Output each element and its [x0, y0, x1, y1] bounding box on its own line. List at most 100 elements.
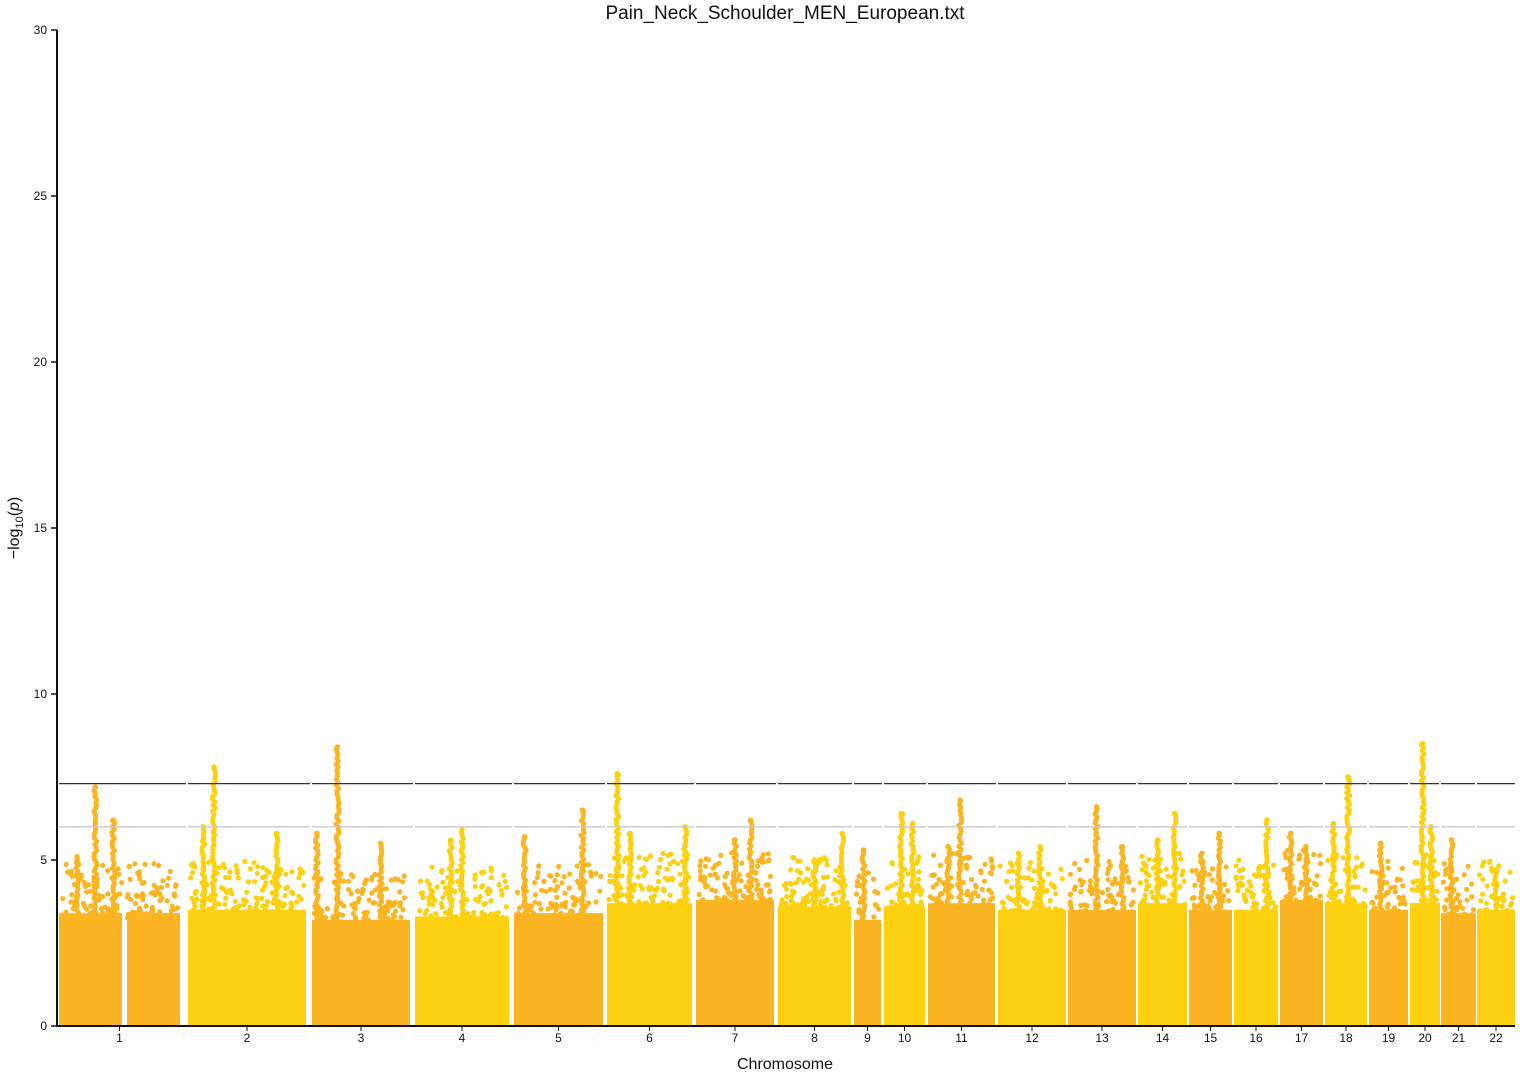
snp-point [783, 902, 789, 908]
snp-point [341, 878, 347, 884]
snp-point [1344, 905, 1350, 911]
snp-point [532, 914, 538, 920]
snp-point [348, 891, 354, 897]
snp-point [499, 892, 505, 898]
snp-point [1308, 903, 1314, 909]
snp-point [574, 863, 580, 869]
snp-point [547, 873, 553, 879]
snp-point [360, 887, 366, 893]
snp-point [559, 880, 565, 886]
snp-point [263, 880, 269, 886]
snp-point [1112, 876, 1118, 882]
x-tick-label: 4 [459, 1031, 466, 1045]
x-tick-label: 11 [955, 1031, 968, 1045]
snp-point [492, 914, 498, 920]
snp-point [766, 858, 772, 864]
snp-point [395, 877, 401, 883]
snp-point [966, 907, 973, 913]
snp-point [585, 900, 592, 906]
snp-point [698, 858, 704, 864]
snp-point [556, 863, 562, 870]
snp-point [369, 877, 375, 883]
snp-point [1181, 902, 1187, 908]
snp-point [1078, 902, 1084, 909]
snp-point [440, 895, 446, 901]
snp-point [571, 902, 578, 908]
snp-point [346, 886, 352, 893]
snp-point [84, 889, 90, 895]
snp-point [884, 885, 891, 891]
snp-point [88, 888, 94, 894]
snp-point [1137, 880, 1143, 886]
snp-point [1370, 912, 1376, 918]
snp-point [400, 879, 406, 885]
snp-point [754, 886, 760, 892]
chromosome-16-points [1233, 817, 1279, 1026]
chromosome-21-mass [1441, 913, 1476, 1026]
snp-point [265, 899, 271, 905]
snp-point [758, 887, 764, 893]
snp-point [1116, 910, 1122, 916]
snp-point [116, 871, 122, 877]
snp-point [1457, 914, 1463, 920]
snp-point [296, 875, 302, 881]
snp-point [654, 885, 661, 892]
snp-point [619, 901, 626, 907]
snp-point [1144, 883, 1150, 889]
snp-point [172, 893, 178, 899]
snp-point [1059, 876, 1065, 882]
snp-point [1452, 917, 1458, 923]
snp-point [81, 879, 87, 885]
snp-point [260, 864, 266, 871]
snp-point [1191, 895, 1197, 901]
snp-point [1079, 882, 1085, 888]
snp-point [1369, 899, 1375, 906]
snp-point [552, 878, 558, 884]
snp-point [262, 904, 268, 910]
snp-point [467, 920, 473, 926]
snp-point [714, 875, 721, 881]
snp-point [1209, 877, 1215, 883]
peak-snp-point [1119, 843, 1126, 850]
snp-point [1007, 908, 1014, 914]
snp-point [778, 901, 785, 908]
chromosome-14-points [1137, 810, 1188, 1026]
chromosome-1-points [58, 784, 181, 1026]
snp-point [893, 902, 899, 908]
snp-point [597, 888, 603, 894]
snp-point [767, 873, 774, 879]
snp-point [454, 868, 460, 874]
snp-point [1297, 852, 1303, 858]
snp-point [735, 902, 741, 908]
snp-point [297, 866, 303, 872]
snp-point [828, 902, 834, 909]
snp-point [223, 889, 230, 896]
snp-point [1051, 884, 1058, 891]
chromosome-8-points [778, 830, 852, 1026]
y-tick-label: 25 [34, 189, 48, 203]
snp-point [1075, 913, 1081, 919]
snp-point [1283, 894, 1289, 900]
snp-point [674, 902, 680, 908]
snp-point [255, 864, 261, 870]
snp-point [661, 888, 667, 894]
snp-point [269, 879, 275, 885]
snp-point [725, 886, 731, 892]
peak-snp-point [459, 827, 465, 833]
snp-point [281, 901, 287, 907]
x-tick-label: 3 [358, 1031, 365, 1045]
axes: 1 2 3 4 5 6 7 8 9 10 11 12 13 14 15 16 17 18 19 20 21 2205101… [34, 23, 1515, 1045]
snp-point [100, 910, 106, 916]
snp-point [643, 856, 650, 863]
snp-point [718, 897, 725, 903]
chromosome-8-mass [778, 906, 851, 1026]
snp-point [192, 903, 198, 909]
snp-point [561, 874, 567, 880]
snp-point [1297, 856, 1303, 862]
snp-point [916, 869, 922, 875]
snp-point [1058, 866, 1064, 872]
snp-point [523, 914, 530, 920]
snp-point [1340, 855, 1346, 861]
snp-point [254, 907, 260, 913]
snp-point [140, 893, 146, 899]
